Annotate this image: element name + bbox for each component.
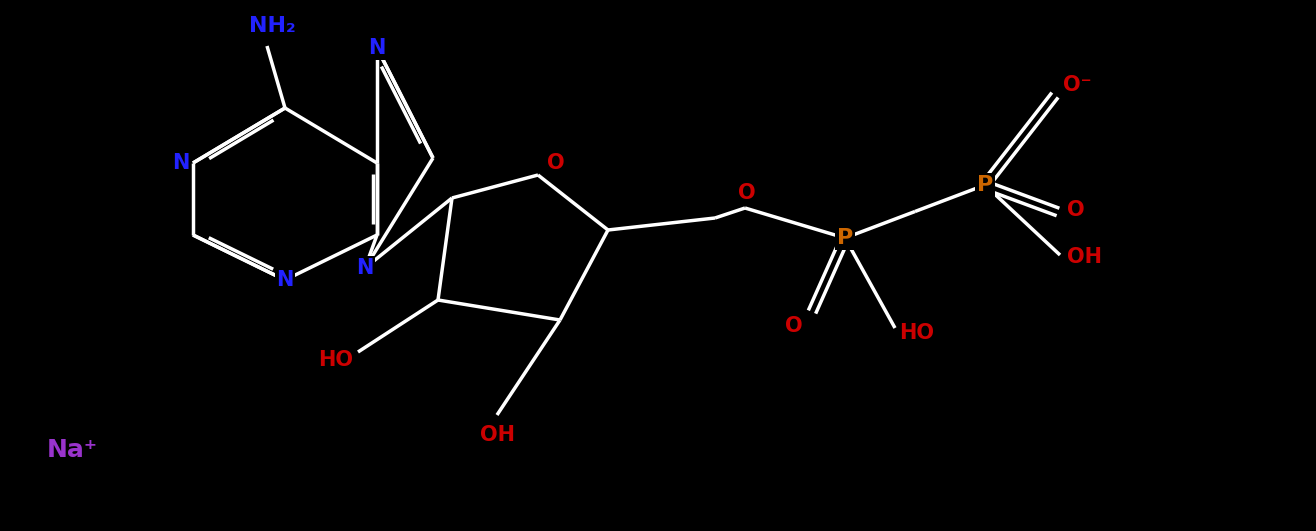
Text: OH: OH <box>479 425 515 445</box>
Text: N: N <box>172 153 190 173</box>
Text: N: N <box>368 38 386 58</box>
Text: HO: HO <box>318 350 354 370</box>
Text: O: O <box>1067 200 1084 220</box>
Text: O: O <box>786 316 803 336</box>
Text: N: N <box>276 270 293 290</box>
Text: O: O <box>738 183 755 203</box>
Text: N: N <box>357 258 374 278</box>
Text: Na⁺: Na⁺ <box>46 438 97 462</box>
Text: P: P <box>976 175 994 195</box>
Text: OH: OH <box>1067 247 1103 267</box>
Text: NH₂: NH₂ <box>249 16 295 36</box>
Text: O: O <box>547 153 565 173</box>
Text: P: P <box>837 228 853 248</box>
Text: O⁻: O⁻ <box>1063 75 1091 95</box>
Text: HO: HO <box>900 323 934 343</box>
